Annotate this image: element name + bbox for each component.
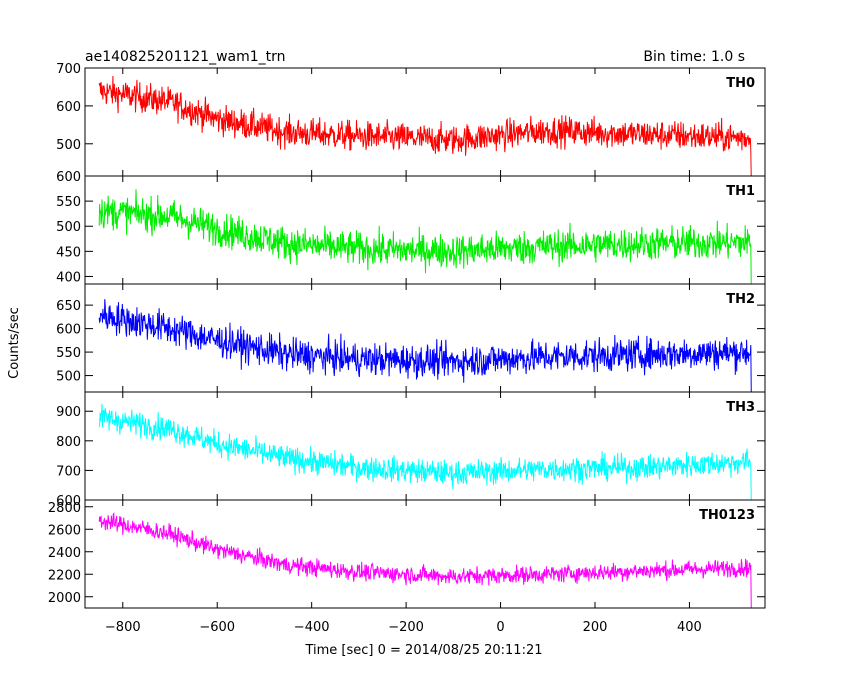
panel-frame — [84, 67, 766, 177]
y-tick-label: 900 — [56, 405, 81, 420]
y-tick-label: 2200 — [48, 568, 81, 583]
y-tick-label: 800 — [56, 435, 81, 450]
y-tick-label: 2800 — [48, 501, 81, 516]
x-tick-label: −200 — [388, 620, 424, 635]
y-tick-label: 700 — [56, 62, 81, 77]
panel-name-th0123: TH0123 — [699, 508, 755, 523]
x-tick-label: 400 — [677, 620, 702, 635]
y-tick-label: 400 — [56, 270, 81, 285]
y-tick-label: 550 — [56, 346, 81, 361]
y-tick-label: 500 — [56, 138, 81, 153]
panel-name-th0: TH0 — [726, 76, 755, 91]
panel-name-th2: TH2 — [726, 292, 755, 307]
series-line-th0123 — [98, 512, 752, 608]
y-tick-label: 600 — [56, 494, 81, 509]
y-axis-label: Counts/sec — [7, 307, 22, 379]
series-line-th2 — [98, 299, 752, 392]
y-tick-label: 2600 — [48, 523, 81, 538]
y-tick-label: 700 — [56, 464, 81, 479]
bin-time-label: Bin time: 1.0 s — [643, 49, 745, 65]
panels-group: TH0 500 600 700 TH1 400 450 500 550 600 TH2 500 550 6… — [48, 62, 766, 635]
y-tick-label: 650 — [56, 299, 81, 314]
y-tick-label: 450 — [56, 245, 81, 260]
x-tick-label: −600 — [199, 620, 235, 635]
y-tick-label: 2400 — [48, 546, 81, 561]
y-tick-label: 500 — [56, 370, 81, 385]
y-tick-label: 500 — [56, 220, 81, 235]
panel-name-th1: TH1 — [726, 184, 755, 199]
x-tick-label: 0 — [496, 620, 504, 635]
x-tick-label: 200 — [583, 620, 608, 635]
x-tick-label: −400 — [294, 620, 330, 635]
y-tick-label: 2000 — [48, 591, 81, 606]
chart-title: ae140825201121_wam1_trn — [85, 49, 286, 65]
y-tick-label: 600 — [56, 170, 81, 185]
x-tick-label: −800 — [105, 620, 141, 635]
series-line-th3 — [98, 403, 752, 500]
y-tick-label: 600 — [56, 323, 81, 338]
panel-name-th3: TH3 — [726, 400, 755, 415]
series-line-th1 — [98, 189, 752, 284]
panel-frame — [84, 499, 766, 609]
y-tick-label: 600 — [56, 100, 81, 115]
series-line-th0 — [98, 75, 752, 176]
x-axis-label: Time [sec] 0 = 2014/08/25 20:11:21 — [304, 643, 542, 658]
y-tick-label: 550 — [56, 195, 81, 210]
panel-frame — [84, 391, 766, 501]
